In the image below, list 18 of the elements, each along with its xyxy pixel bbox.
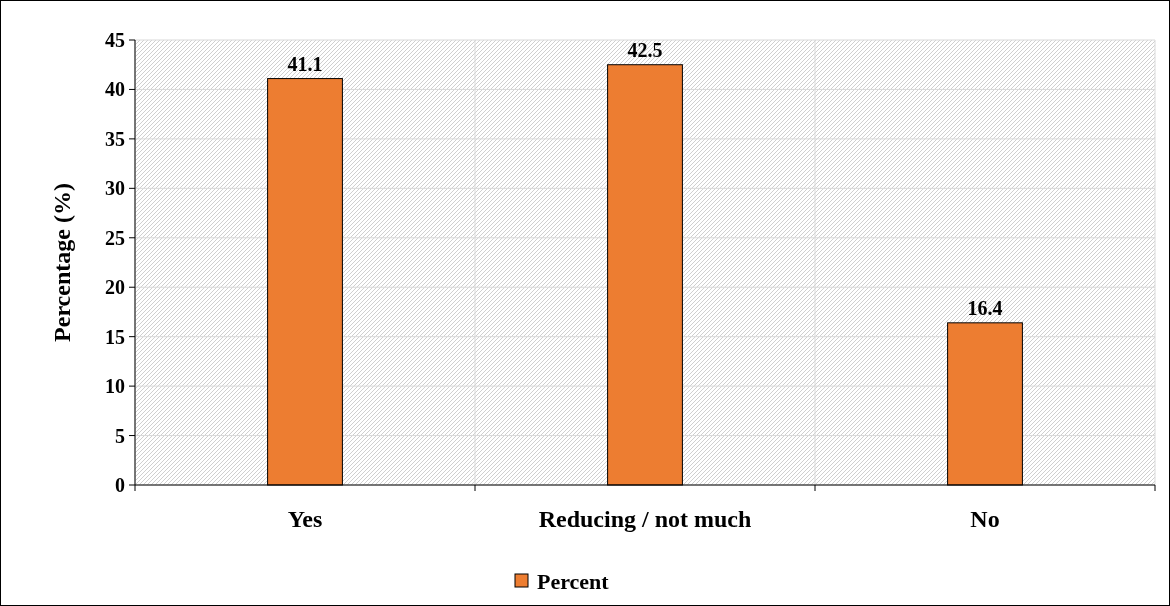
y-tick-label: 30 bbox=[105, 177, 125, 200]
y-tick-label: 10 bbox=[105, 375, 125, 398]
legend-label: Percent bbox=[537, 568, 610, 594]
y-tick-label: 20 bbox=[105, 276, 125, 299]
y-tick-label: 45 bbox=[105, 29, 125, 51]
x-tick-label: Reducing / not much bbox=[538, 506, 752, 532]
data-label: 42.5 bbox=[627, 38, 663, 61]
y-tick-label: 40 bbox=[105, 78, 125, 101]
y-axis-title: Percentage (%) bbox=[49, 183, 75, 342]
y-tick-label: 0 bbox=[115, 474, 125, 496]
y-tick-label: 15 bbox=[105, 325, 125, 348]
y-tick-label: 35 bbox=[105, 127, 125, 150]
x-tick-label: Yes bbox=[287, 506, 323, 532]
y-tick-label: 5 bbox=[115, 424, 125, 447]
data-label: 41.1 bbox=[287, 52, 323, 75]
x-tick-label: No bbox=[970, 506, 1000, 532]
y-tick-label: 25 bbox=[105, 226, 125, 249]
data-label: 16.4 bbox=[967, 296, 1003, 319]
